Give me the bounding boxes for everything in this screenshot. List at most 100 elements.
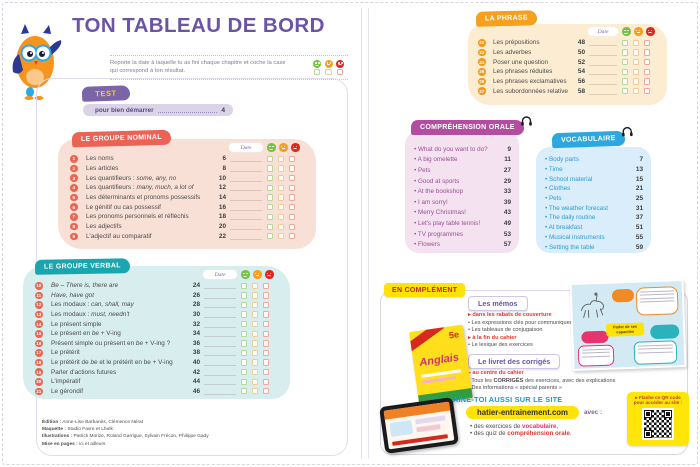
result-checkbox-medium[interactable]	[632, 78, 640, 85]
date-field[interactable]	[204, 388, 236, 395]
result-checkbox-good[interactable]	[267, 223, 274, 230]
date-field[interactable]	[589, 49, 617, 57]
result-checkbox-good[interactable]	[267, 204, 274, 211]
result-checkbox-medium[interactable]	[277, 213, 285, 221]
result-checkbox-medium[interactable]	[251, 301, 259, 309]
result-checkbox-medium[interactable]	[251, 368, 259, 376]
date-field[interactable]	[230, 194, 262, 202]
result-checkbox-good[interactable]	[241, 378, 248, 385]
result-checkbox-medium[interactable]	[251, 340, 259, 347]
date-field[interactable]	[230, 165, 262, 173]
result-checkbox-bad[interactable]	[643, 68, 651, 76]
result-checkbox-good[interactable]	[622, 88, 629, 95]
result-checkbox-medium[interactable]	[251, 311, 259, 318]
result-checkbox-bad[interactable]	[262, 282, 270, 289]
result-checkbox-good[interactable]	[267, 213, 274, 221]
result-checkbox-medium[interactable]	[251, 282, 259, 289]
date-field[interactable]	[204, 340, 236, 347]
result-checkbox-good[interactable]	[622, 49, 629, 56]
result-checkbox-bad[interactable]	[288, 223, 296, 230]
result-checkbox-good[interactable]	[267, 165, 274, 172]
result-checkbox-good[interactable]	[267, 233, 274, 240]
result-checkbox-bad[interactable]	[262, 340, 270, 347]
result-checkbox-bad[interactable]	[288, 233, 296, 240]
result-checkbox-medium[interactable]	[277, 155, 285, 162]
result-checkbox-good[interactable]	[241, 349, 248, 357]
result-checkbox-medium[interactable]	[251, 378, 259, 385]
result-checkbox-medium[interactable]	[251, 321, 259, 328]
result-checkbox-good[interactable]	[241, 340, 248, 347]
date-field[interactable]	[230, 233, 262, 240]
result-checkbox-medium[interactable]	[251, 330, 259, 337]
result-checkbox-bad[interactable]	[262, 388, 270, 395]
date-field[interactable]	[204, 301, 236, 309]
result-checkbox-medium[interactable]	[632, 39, 640, 46]
result-checkbox-good[interactable]	[241, 368, 248, 376]
result-checkbox-medium[interactable]	[277, 204, 285, 211]
result-checkbox-good[interactable]	[267, 155, 274, 162]
result-checkbox-bad[interactable]	[288, 204, 296, 211]
date-field[interactable]	[230, 204, 262, 211]
result-checkbox-bad[interactable]	[288, 155, 296, 162]
result-checkbox-medium[interactable]	[277, 233, 285, 240]
date-field[interactable]	[589, 68, 617, 76]
result-checkbox-bad[interactable]	[643, 88, 651, 95]
date-field[interactable]	[230, 155, 262, 163]
date-field[interactable]	[589, 59, 617, 66]
result-checkbox-medium[interactable]	[251, 292, 259, 299]
result-checkbox-good[interactable]	[241, 282, 248, 289]
result-checkbox-medium[interactable]	[251, 349, 259, 357]
date-field[interactable]	[204, 359, 236, 367]
result-checkbox-bad[interactable]	[262, 378, 270, 385]
date-field[interactable]	[589, 88, 617, 95]
date-field[interactable]	[204, 330, 236, 338]
date-field[interactable]	[204, 282, 236, 290]
result-checkbox-medium[interactable]	[632, 49, 640, 56]
result-checkbox-bad[interactable]	[643, 39, 651, 46]
result-checkbox-bad[interactable]	[262, 368, 270, 376]
result-checkbox-bad[interactable]	[262, 359, 270, 366]
result-checkbox-bad[interactable]	[288, 175, 296, 182]
result-checkbox-bad[interactable]	[643, 59, 651, 66]
result-checkbox-good[interactable]	[267, 175, 274, 182]
result-checkbox-medium[interactable]	[251, 388, 259, 395]
qr-code[interactable]	[642, 407, 674, 440]
result-checkbox-bad[interactable]	[288, 184, 296, 192]
result-checkbox-good[interactable]	[241, 311, 248, 318]
result-checkbox-medium[interactable]	[277, 223, 285, 230]
result-checkbox-good[interactable]	[241, 330, 248, 337]
result-checkbox-medium[interactable]	[277, 184, 285, 192]
date-field[interactable]	[230, 213, 262, 221]
result-checkbox-bad[interactable]	[643, 78, 651, 85]
date-field[interactable]	[589, 39, 617, 47]
date-field[interactable]	[204, 369, 236, 376]
result-checkbox-good[interactable]	[622, 78, 629, 85]
date-field[interactable]	[204, 321, 236, 328]
result-checkbox-bad[interactable]	[288, 213, 296, 221]
date-field[interactable]	[204, 349, 236, 357]
result-checkbox-bad[interactable]	[288, 165, 296, 172]
result-checkbox-medium[interactable]	[251, 359, 259, 366]
date-field[interactable]	[589, 78, 617, 86]
result-checkbox-bad[interactable]	[262, 311, 270, 318]
result-checkbox-good[interactable]	[241, 388, 248, 395]
date-field[interactable]	[204, 292, 236, 299]
result-checkbox-bad[interactable]	[262, 301, 270, 309]
date-field[interactable]	[204, 378, 236, 386]
result-checkbox-medium[interactable]	[632, 68, 640, 76]
result-checkbox-bad[interactable]	[262, 330, 270, 337]
result-checkbox-good[interactable]	[622, 68, 629, 76]
result-checkbox-medium[interactable]	[277, 194, 285, 201]
result-checkbox-bad[interactable]	[262, 292, 270, 299]
result-checkbox-bad[interactable]	[262, 349, 270, 357]
result-checkbox-good[interactable]	[241, 359, 248, 366]
result-checkbox-good[interactable]	[241, 292, 248, 299]
date-field[interactable]	[230, 184, 262, 192]
result-checkbox-bad[interactable]	[288, 194, 296, 201]
result-checkbox-medium[interactable]	[277, 165, 285, 172]
result-checkbox-good[interactable]	[622, 39, 629, 46]
result-checkbox-medium[interactable]	[632, 88, 640, 95]
result-checkbox-bad[interactable]	[643, 49, 651, 56]
date-field[interactable]	[230, 175, 262, 182]
website-url-link[interactable]: hatier-entrainement.com	[466, 406, 579, 419]
